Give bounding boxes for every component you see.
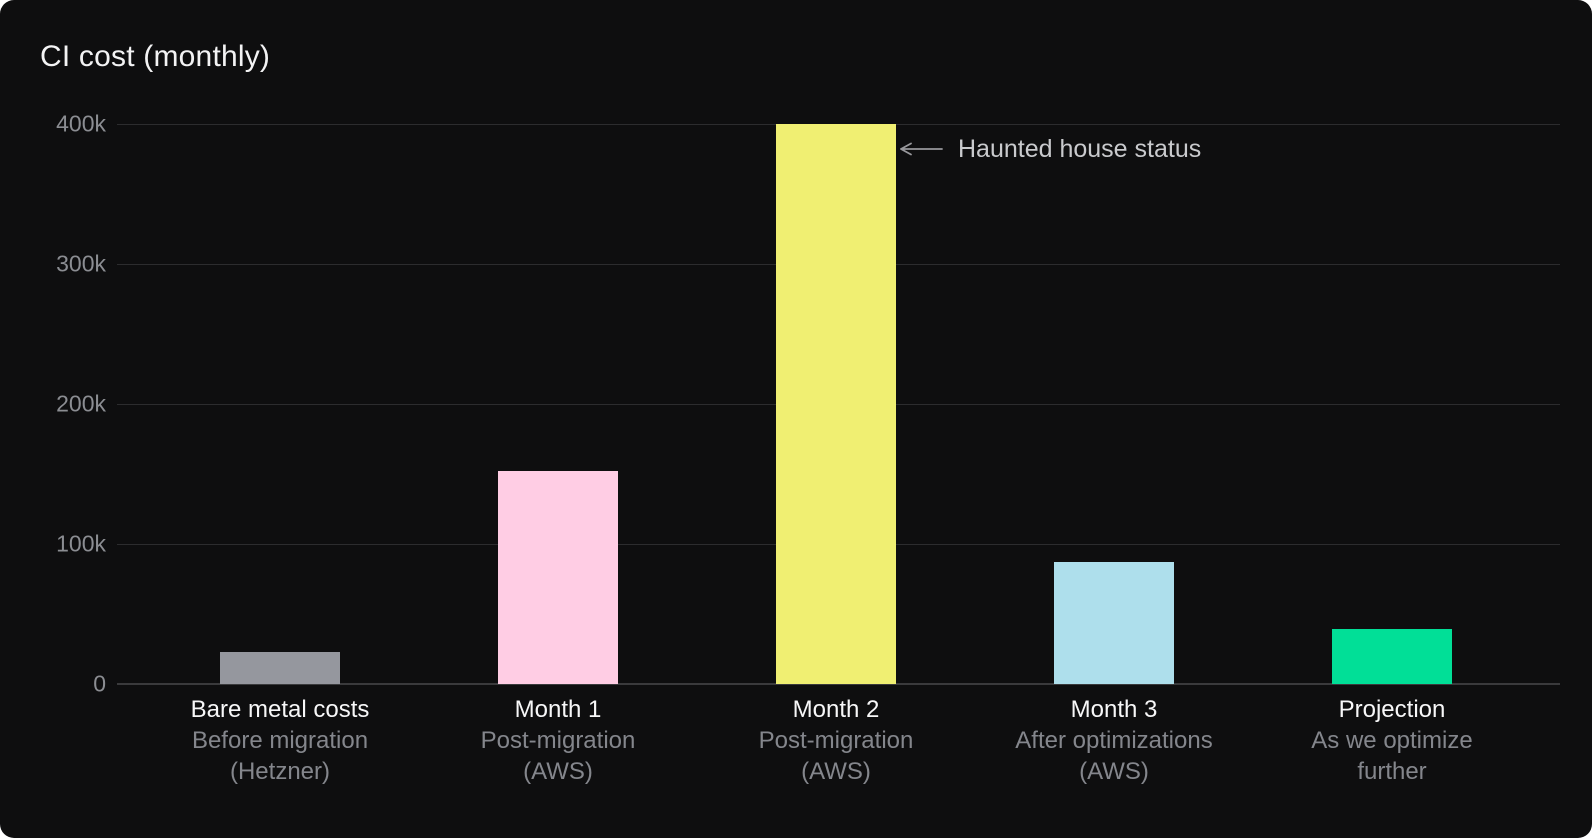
category-label-month-2: Month 2 Post-migration (AWS) bbox=[686, 694, 986, 787]
category-sub-label: further bbox=[1357, 758, 1427, 785]
x-axis-baseline bbox=[117, 683, 1560, 685]
bar-projection bbox=[1332, 629, 1452, 684]
category-sub-label: Post-migration bbox=[480, 727, 636, 754]
category-main-label: Month 1 bbox=[514, 696, 602, 723]
left-arrow-icon bbox=[900, 142, 943, 156]
annotation-text: Haunted house status bbox=[958, 134, 1202, 163]
category-sub-label: Before migration bbox=[191, 727, 369, 754]
y-tick-label: 400k bbox=[56, 110, 106, 137]
category-main-label: Bare metal costs bbox=[190, 696, 370, 723]
category-label-month-1: Month 1 Post-migration (AWS) bbox=[408, 694, 708, 787]
category-label-bare-metal-costs: Bare metal costs Before migration (Hetzner… bbox=[130, 694, 430, 787]
category-label-month-3: Month 3 After optimizations (AWS) bbox=[964, 694, 1264, 787]
category-sub-label: (AWS) bbox=[523, 758, 593, 785]
chart-title: CI cost (monthly) bbox=[40, 40, 271, 73]
category-sub-label: (Hetzner) bbox=[229, 758, 331, 785]
bar-bare-metal-costs bbox=[220, 651, 340, 684]
category-sub-label: As we optimize bbox=[1311, 727, 1473, 754]
y-tick-label: 100k bbox=[56, 530, 106, 557]
category-label-projection: Projection As we optimize further bbox=[1242, 694, 1542, 787]
category-main-label: Projection bbox=[1338, 696, 1446, 723]
annotation: Haunted house status bbox=[897, 133, 1201, 165]
category-sub-label: After optimizations bbox=[1015, 727, 1213, 754]
category-sub-label: (AWS) bbox=[801, 758, 871, 785]
bar-month-2 bbox=[776, 124, 896, 684]
category-sub-label: (AWS) bbox=[1079, 758, 1149, 785]
bar-month-1 bbox=[498, 471, 618, 684]
y-tick-label: 300k bbox=[56, 250, 106, 277]
y-tick-label: 0 bbox=[93, 670, 106, 697]
bar-month-3 bbox=[1054, 562, 1174, 684]
y-tick-label: 200k bbox=[56, 390, 106, 417]
category-sub-label: Post-migration bbox=[758, 727, 914, 754]
category-main-label: Month 3 bbox=[1070, 696, 1158, 723]
category-main-label: Month 2 bbox=[792, 696, 880, 723]
